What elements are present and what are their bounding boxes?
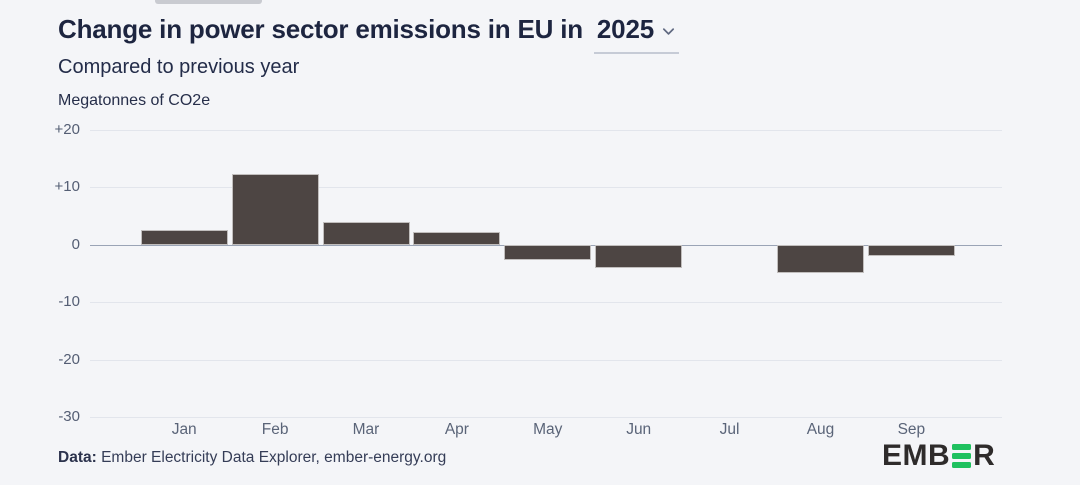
y-tick-label: -10 <box>58 293 80 311</box>
x-tick-label-mar: Mar <box>352 421 380 438</box>
y-axis-units-label: Megatonnes of CO2e <box>58 92 211 109</box>
bar-apr[interactable] <box>413 231 501 245</box>
bar-jan[interactable] <box>140 230 228 245</box>
y-tick-label: -30 <box>58 408 80 425</box>
bar-jun[interactable] <box>595 244 683 269</box>
ember-green-e-bars-icon <box>952 444 972 468</box>
bar-aug[interactable] <box>777 244 864 273</box>
ember-logo: EMB R <box>882 441 995 471</box>
year-dropdown-value: 2025 <box>596 14 654 44</box>
x-tick-label-jul: Jul <box>719 421 740 438</box>
data-source-label: Data: <box>58 449 97 466</box>
ember-logo-text-right: R <box>973 439 996 472</box>
ember-logo-text-left: EMB <box>882 439 951 472</box>
x-tick-label-may: May <box>533 421 563 438</box>
y-tick-label: 0 <box>71 235 80 253</box>
green-bar <box>952 462 972 468</box>
x-tick-label-sep: Sep <box>897 421 926 438</box>
x-tick-label-jun: Jun <box>626 421 652 438</box>
x-tick-label-aug: Aug <box>806 421 835 438</box>
y-tick-label: +10 <box>54 178 80 196</box>
y-tick-label: -20 <box>58 350 80 368</box>
x-tick-label-apr: Apr <box>444 421 469 438</box>
y-tick-label: +20 <box>54 121 80 138</box>
bar-may[interactable] <box>504 244 592 260</box>
top-edge-artifact <box>155 0 262 4</box>
chart-subtitle: Compared to previous year <box>58 56 300 78</box>
year-dropdown[interactable]: 2025 <box>593 14 679 54</box>
title-text: Change in power sector emissions in EU i… <box>58 14 583 44</box>
bar-mar[interactable] <box>322 221 410 245</box>
gridline <box>90 130 1002 131</box>
gridline <box>90 359 1002 361</box>
data-source: Data: Ember Electricity Data Explorer, e… <box>58 449 446 467</box>
page-title: Change in power sector emissions in EU i… <box>58 14 679 54</box>
chevron-down-icon <box>661 24 676 39</box>
green-bar <box>952 444 972 450</box>
green-bar <box>952 453 972 459</box>
gridline <box>90 187 1002 189</box>
data-source-text: Ember Electricity Data Explorer, ember-e… <box>96 449 447 466</box>
bar-sep[interactable] <box>867 244 955 256</box>
x-tick-label-feb: Feb <box>261 421 289 438</box>
bar-feb[interactable] <box>231 173 319 245</box>
gridline <box>90 417 1002 418</box>
x-tick-label-jan: Jan <box>171 421 197 438</box>
gridline <box>90 302 1002 304</box>
